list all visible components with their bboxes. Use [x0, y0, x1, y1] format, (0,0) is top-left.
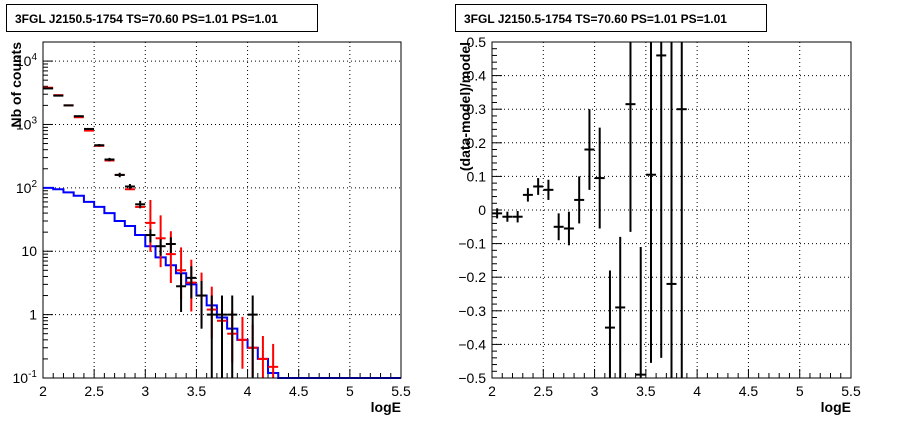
right-y-tick-label: −0.1	[458, 236, 486, 252]
right-x-tick-label: 3.5	[636, 383, 656, 399]
right-y-tick-label: 0.4	[467, 68, 487, 84]
left-x-tick-label: 3.5	[187, 383, 207, 399]
right-y-tick-label: −0.4	[458, 336, 486, 352]
right-y-axis-label: (data-model)/model	[457, 42, 473, 171]
right-y-tick-label: 0.3	[467, 101, 487, 117]
right-x-tick-label: 3	[591, 383, 599, 399]
left-x-tick-label: 4.5	[289, 383, 309, 399]
right-x-tick-label: 4.5	[739, 383, 759, 399]
left-x-tick-label: 5	[346, 383, 354, 399]
right-y-tick-label: 0.5	[467, 34, 487, 50]
right-x-tick-label: 2	[488, 383, 496, 399]
right-plot-title: 3FGL J2150.5-1754 TS=70.60 PS=1.01 PS=1.…	[455, 4, 767, 32]
left-y-tick-label: 102	[16, 179, 38, 196]
left-plot-frame	[42, 41, 402, 379]
right-x-tick-label: 5.5	[841, 383, 861, 399]
right-plot-frame	[491, 41, 852, 379]
right-y-tick-label: 0.2	[467, 135, 487, 151]
right-x-axis-label: logE	[821, 399, 851, 415]
left-y-tick-label: 104	[16, 52, 38, 69]
left-y-tick-label: 10	[21, 243, 37, 259]
right-y-tick-label: 0.1	[467, 168, 487, 184]
left-x-tick-label: 5.5	[391, 383, 411, 399]
left-x-axis-label: logE	[371, 399, 401, 415]
right-y-tick-label: −0.5	[458, 370, 486, 386]
left-x-tick-label: 2.5	[84, 383, 104, 399]
left-y-tick-label: 1	[29, 307, 37, 323]
left-y-tick-label: 10-1	[13, 369, 38, 386]
left-plot-title: 3FGL J2150.5-1754 TS=70.60 PS=1.01 PS=1.…	[6, 4, 318, 32]
left-y-tick-label: 103	[16, 115, 38, 132]
right-y-tick-label: −0.2	[458, 269, 486, 285]
left-x-tick-label: 4	[244, 383, 252, 399]
right-x-tick-label: 4	[693, 383, 701, 399]
right-x-tick-label: 5	[796, 383, 804, 399]
right-y-tick-label: 0	[478, 202, 486, 218]
left-x-tick-label: 3	[141, 383, 149, 399]
left-x-tick-label: 2	[39, 383, 47, 399]
right-y-tick-label: −0.3	[458, 303, 486, 319]
right-x-tick-label: 2.5	[534, 383, 554, 399]
left-y-axis-label: Nb of counts	[8, 42, 24, 128]
model-histogram-line	[43, 186, 401, 379]
